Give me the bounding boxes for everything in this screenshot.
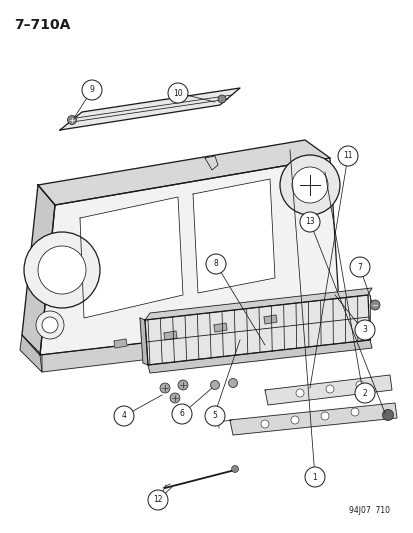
Text: 6: 6 xyxy=(179,409,184,418)
Circle shape xyxy=(279,155,339,215)
Circle shape xyxy=(38,246,86,294)
Circle shape xyxy=(337,146,357,166)
Polygon shape xyxy=(164,331,177,340)
Text: 8: 8 xyxy=(213,260,218,269)
Polygon shape xyxy=(80,197,183,318)
Text: 11: 11 xyxy=(342,151,352,160)
Circle shape xyxy=(170,393,180,403)
Polygon shape xyxy=(214,323,226,332)
Circle shape xyxy=(231,465,238,472)
Text: 3: 3 xyxy=(362,326,367,335)
Circle shape xyxy=(291,167,327,203)
Circle shape xyxy=(159,383,170,393)
Polygon shape xyxy=(40,158,339,355)
Circle shape xyxy=(178,380,188,390)
Polygon shape xyxy=(140,318,147,365)
Text: 12: 12 xyxy=(153,496,162,505)
Circle shape xyxy=(382,409,392,421)
Polygon shape xyxy=(20,335,42,372)
Circle shape xyxy=(206,254,225,274)
Circle shape xyxy=(304,467,324,487)
Circle shape xyxy=(299,212,319,232)
Circle shape xyxy=(295,389,303,397)
Circle shape xyxy=(147,490,168,510)
Polygon shape xyxy=(38,140,329,205)
Polygon shape xyxy=(114,339,127,348)
Circle shape xyxy=(82,80,102,100)
Circle shape xyxy=(114,406,134,426)
Circle shape xyxy=(228,378,237,387)
Text: 2: 2 xyxy=(362,389,366,398)
Polygon shape xyxy=(22,185,55,355)
Polygon shape xyxy=(145,295,369,365)
Circle shape xyxy=(204,406,224,426)
Circle shape xyxy=(24,232,100,308)
Text: 10: 10 xyxy=(173,88,183,98)
Polygon shape xyxy=(263,315,276,324)
Circle shape xyxy=(354,383,374,403)
Circle shape xyxy=(369,300,379,310)
Text: 94J07  710: 94J07 710 xyxy=(348,506,389,515)
Circle shape xyxy=(354,320,374,340)
Text: 9: 9 xyxy=(89,85,94,94)
Circle shape xyxy=(218,95,225,103)
Circle shape xyxy=(260,420,268,428)
Polygon shape xyxy=(264,375,391,405)
Circle shape xyxy=(320,412,328,420)
Circle shape xyxy=(171,404,192,424)
Text: 4: 4 xyxy=(121,411,126,421)
Text: 1: 1 xyxy=(312,472,317,481)
Text: 5: 5 xyxy=(212,411,217,421)
Polygon shape xyxy=(147,340,371,373)
Circle shape xyxy=(355,381,363,389)
Circle shape xyxy=(350,408,358,416)
Text: 7–710A: 7–710A xyxy=(14,18,70,32)
Circle shape xyxy=(67,116,76,125)
Circle shape xyxy=(290,416,298,424)
Text: 13: 13 xyxy=(304,217,314,227)
Circle shape xyxy=(42,317,58,333)
Polygon shape xyxy=(40,320,341,372)
Circle shape xyxy=(210,381,219,390)
Circle shape xyxy=(349,257,369,277)
Circle shape xyxy=(36,311,64,339)
Polygon shape xyxy=(230,403,396,435)
Polygon shape xyxy=(60,88,240,130)
Text: 7: 7 xyxy=(357,262,361,271)
Circle shape xyxy=(325,385,333,393)
Circle shape xyxy=(168,83,188,103)
Polygon shape xyxy=(192,179,274,293)
Polygon shape xyxy=(145,288,371,320)
